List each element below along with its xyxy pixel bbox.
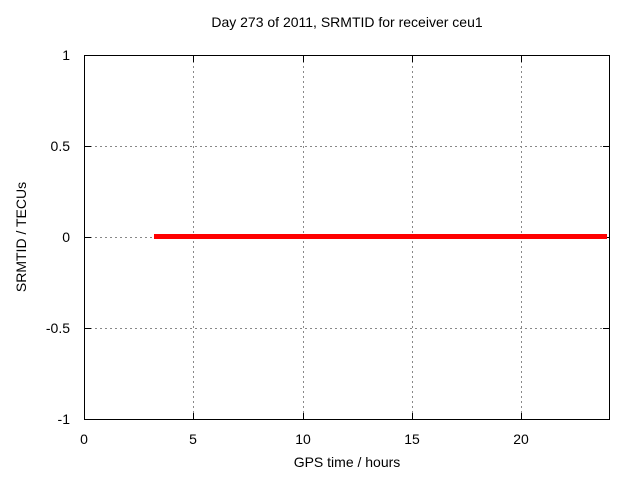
y-tick-label--1: -1 (57, 411, 70, 427)
y-tick-label-0: 0 (62, 229, 70, 245)
y-tick-label--0.5: -0.5 (45, 320, 70, 336)
x-tick-label-20: 20 (513, 431, 529, 447)
y-tick-label-1: 1 (62, 47, 70, 63)
tick-top-5 (193, 56, 194, 62)
chart-title: Day 273 of 2011, SRMTID for receiver ceu… (211, 14, 483, 30)
tick-bottom-20 (521, 413, 522, 419)
tick-right-0.5 (603, 146, 609, 147)
tick-top-10 (303, 56, 304, 62)
tick-left--0.5 (85, 328, 91, 329)
tick-bottom-10 (303, 413, 304, 419)
plot-area-border (84, 55, 610, 420)
x-tick-label-15: 15 (404, 431, 420, 447)
x-tick-label-0: 0 (80, 431, 88, 447)
srmtid-series-line (154, 234, 607, 239)
tick-top-15 (412, 56, 413, 62)
x-axis-label: GPS time / hours (293, 454, 401, 470)
tick-bottom-5 (193, 413, 194, 419)
gridline-y--0.5 (85, 328, 609, 329)
tick-top-20 (521, 56, 522, 62)
tick-left-0 (85, 237, 91, 238)
tick-bottom-15 (412, 413, 413, 419)
x-tick-label-5: 5 (189, 431, 197, 447)
tick-left-0.5 (85, 146, 91, 147)
x-tick-label-10: 10 (295, 431, 311, 447)
gridline-y-0.5 (85, 146, 609, 147)
y-tick-label-0.5: 0.5 (50, 138, 70, 154)
tick-right--0.5 (603, 328, 609, 329)
y-axis-label: SRMTID / TECUs (13, 181, 29, 293)
